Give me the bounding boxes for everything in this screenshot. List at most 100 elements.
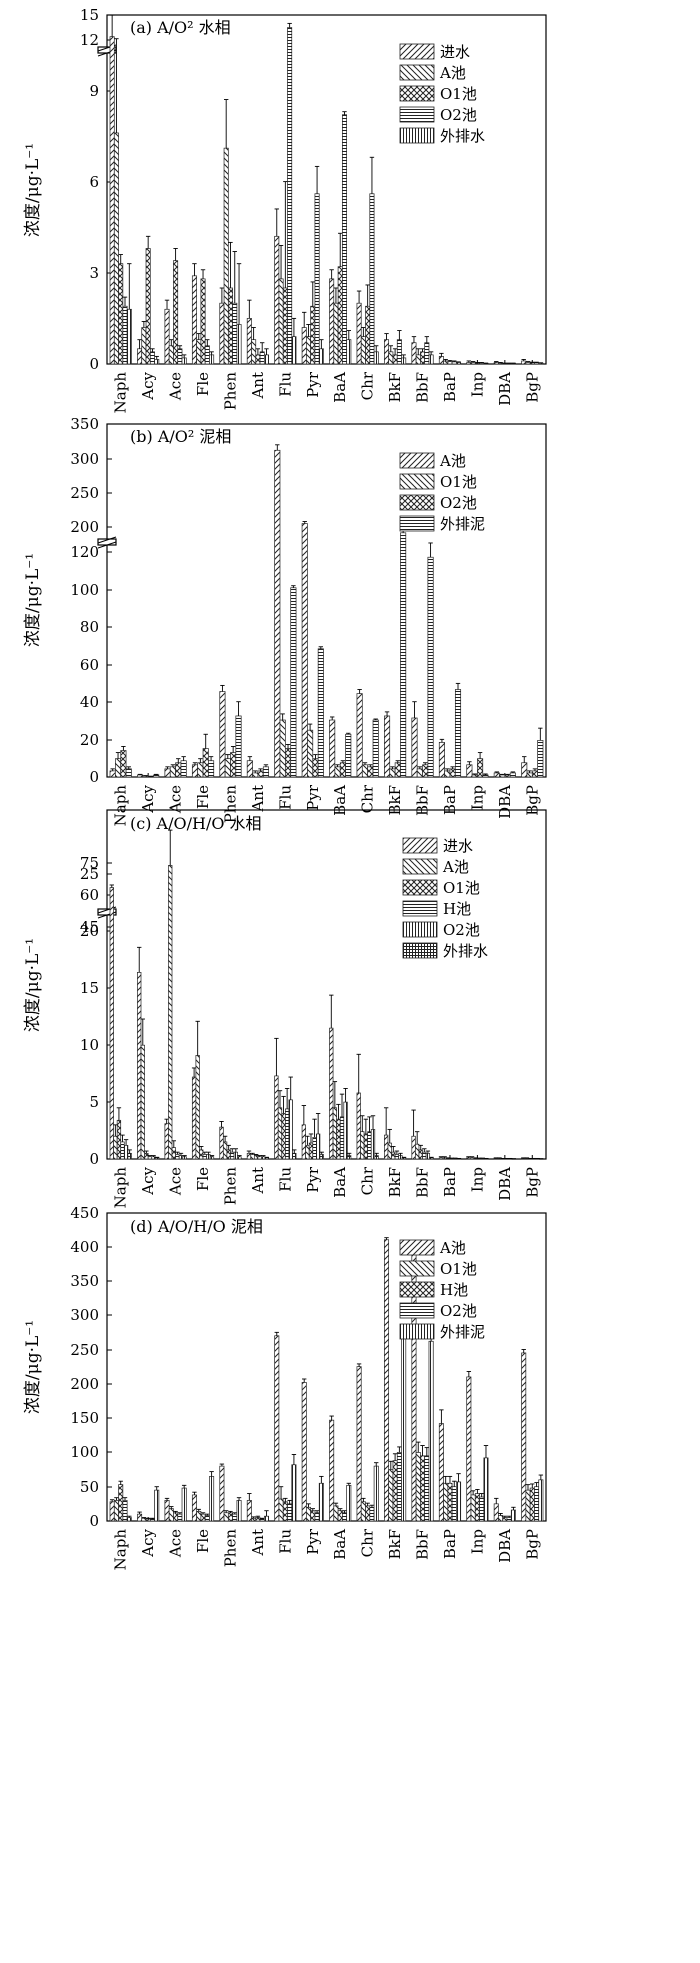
x-tick-label: BaA — [331, 1529, 349, 1560]
panel-title: (c) A/O/H/O 水相 — [130, 814, 262, 833]
bar — [177, 1513, 183, 1522]
axis-break-mark — [97, 541, 117, 549]
bar — [142, 775, 149, 778]
legend-swatch — [399, 43, 435, 60]
x-tick-label: Phen — [221, 1529, 239, 1568]
bar — [466, 1157, 471, 1160]
bar — [181, 357, 187, 365]
bar — [291, 336, 297, 365]
x-tick-label: Flu — [276, 1529, 294, 1554]
bar — [284, 748, 292, 778]
bar — [418, 1149, 423, 1160]
y-tick-label: 15 — [80, 6, 99, 24]
y-tick-label: 15 — [80, 979, 99, 997]
bar — [538, 1479, 544, 1522]
bar — [232, 302, 238, 365]
bar — [356, 302, 362, 365]
bar — [227, 1512, 233, 1522]
x-tick-label: Chr — [359, 1528, 377, 1557]
bar — [317, 648, 324, 778]
bar — [388, 1469, 394, 1522]
bar — [126, 308, 132, 365]
bar — [261, 1156, 266, 1160]
bar — [253, 1155, 259, 1160]
bar — [145, 1518, 151, 1522]
bar — [137, 972, 142, 1160]
bar — [281, 1113, 286, 1160]
bar — [278, 278, 284, 365]
bar — [384, 1239, 390, 1522]
bar — [526, 772, 533, 778]
bar — [391, 1151, 396, 1160]
bar — [236, 324, 242, 365]
x-tick-label: Chr — [359, 1166, 377, 1195]
bar — [120, 1141, 125, 1160]
y-tick-label: 75 — [80, 854, 99, 872]
bar — [173, 1512, 179, 1522]
bar — [178, 1155, 184, 1160]
legend-swatch — [399, 1260, 435, 1277]
plot-frame — [106, 423, 547, 778]
bar — [137, 348, 143, 365]
bar — [259, 351, 265, 365]
bar — [251, 339, 257, 365]
bar — [504, 774, 511, 778]
bar — [122, 305, 128, 365]
bar — [415, 354, 421, 365]
bar — [109, 1501, 115, 1522]
bar — [521, 360, 527, 365]
bar — [290, 587, 297, 778]
bar — [224, 758, 231, 778]
x-tick-label: Pyr — [304, 1528, 322, 1555]
y-tick-label: 100 — [70, 1443, 99, 1461]
bar — [401, 1331, 407, 1522]
plot-frame — [106, 1212, 547, 1522]
bar — [529, 1487, 535, 1522]
x-tick-label: Pyr — [304, 1166, 322, 1193]
bar — [398, 1155, 403, 1160]
bar — [113, 132, 119, 365]
bar — [137, 1513, 143, 1522]
bar — [493, 772, 500, 778]
bar — [336, 1118, 341, 1160]
bar — [521, 1352, 527, 1522]
bar — [206, 1154, 211, 1160]
y-tick-label: 0 — [89, 355, 99, 373]
bar — [149, 1518, 155, 1522]
bar — [365, 305, 371, 365]
x-tick-label: BaA — [331, 785, 349, 816]
bar — [209, 1476, 215, 1522]
bar — [250, 1154, 255, 1160]
x-tick-label: Naph — [112, 372, 130, 414]
bar — [115, 758, 122, 778]
y-tick-label: 5 — [89, 1093, 99, 1111]
x-tick-label: Flu — [276, 372, 294, 397]
bar — [274, 235, 280, 365]
legend-swatch — [399, 1281, 435, 1298]
bar — [118, 1484, 124, 1522]
legend-swatch — [399, 1239, 435, 1256]
bar — [342, 114, 347, 365]
bar — [314, 1512, 320, 1522]
bar — [120, 750, 127, 778]
bar — [168, 865, 173, 1160]
bar — [123, 1144, 129, 1160]
bar — [259, 1518, 265, 1522]
bar — [257, 770, 264, 778]
x-tick-label: Fle — [194, 1529, 212, 1553]
bar — [443, 360, 449, 365]
bar — [537, 740, 544, 778]
bar — [483, 1457, 489, 1522]
x-tick-label: Pyr — [304, 784, 322, 811]
bar — [531, 770, 538, 778]
bar — [329, 719, 336, 778]
bar — [310, 1510, 316, 1522]
bar — [274, 1335, 280, 1522]
bar — [422, 764, 429, 778]
legend-label: O2池 — [440, 494, 477, 512]
bar — [373, 1465, 379, 1522]
bar — [191, 1494, 197, 1522]
bar — [367, 766, 374, 778]
bar — [204, 1515, 210, 1522]
y-tick-label: 300 — [70, 1306, 99, 1324]
